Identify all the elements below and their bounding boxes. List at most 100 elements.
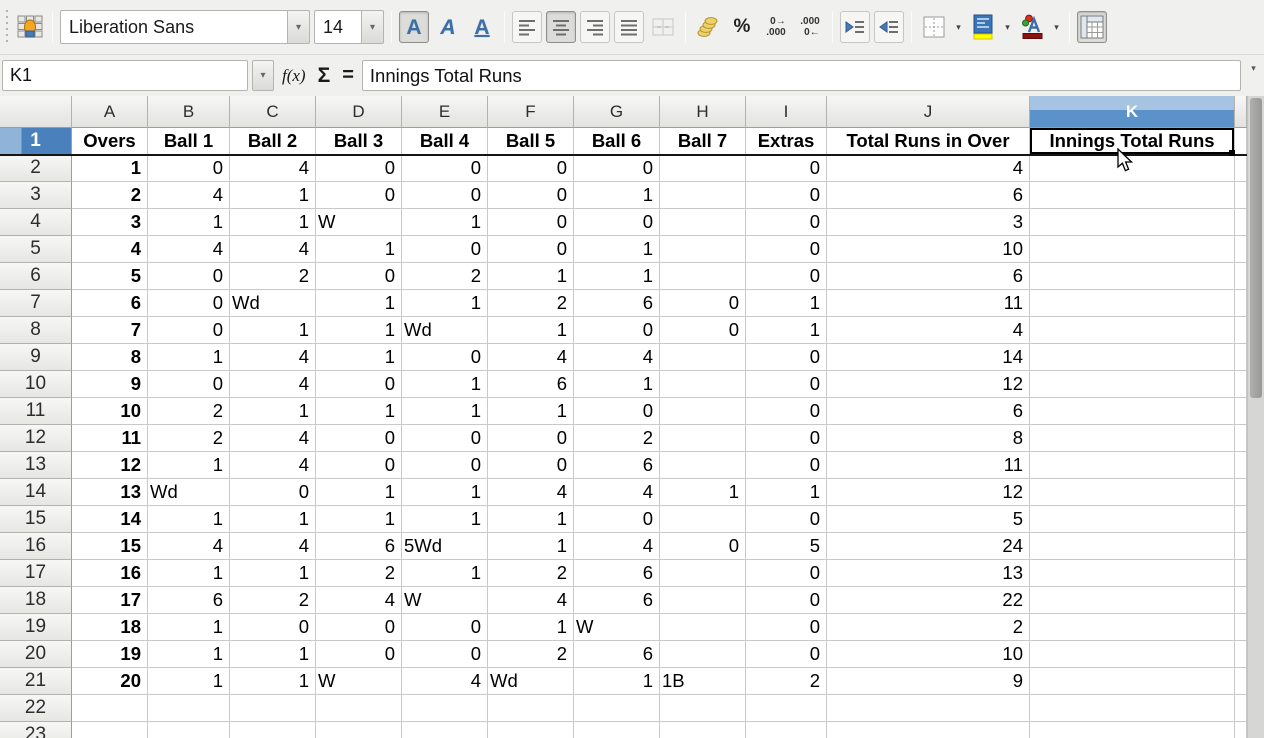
cell-J11[interactable]: 6 [827,398,1030,425]
cell-J6[interactable]: 6 [827,263,1030,290]
cell-H2[interactable] [660,155,746,182]
underline-icon[interactable]: A [474,15,490,39]
column-header-D[interactable]: D [316,96,402,128]
cell-F12[interactable]: 0 [488,425,574,452]
cell-H13[interactable] [660,452,746,479]
cell-F20[interactable]: 2 [488,641,574,668]
cell-I15[interactable]: 0 [746,506,827,533]
cell-A12[interactable]: 11 [72,425,148,452]
cell-D4[interactable]: W [316,209,402,236]
cell-J3[interactable]: 6 [827,182,1030,209]
cell-F23[interactable] [488,722,574,738]
cell-G3[interactable]: 1 [574,182,660,209]
cell-C17[interactable]: 1 [230,560,316,587]
cell-E6[interactable]: 2 [402,263,488,290]
cell-E18[interactable]: W [402,587,488,614]
delete-decimal-icon[interactable]: .000 0← [800,16,820,38]
cell-C19[interactable]: 0 [230,614,316,641]
cell-B13[interactable]: 1 [148,452,230,479]
cell-J17[interactable]: 13 [827,560,1030,587]
cell-H4[interactable] [660,209,746,236]
column-header-K[interactable]: K [1030,96,1235,128]
cell-A19[interactable]: 18 [72,614,148,641]
cell-F6[interactable]: 1 [488,263,574,290]
cell-K16[interactable] [1030,533,1235,560]
cell-A8[interactable]: 7 [72,317,148,344]
cell-K14[interactable] [1030,479,1235,506]
cell-J22[interactable] [827,695,1030,722]
decrease-indent-icon[interactable] [840,11,870,43]
column-header-G[interactable]: G [574,96,660,128]
cell-H6[interactable] [660,263,746,290]
selection-fill-handle[interactable] [1229,150,1235,156]
cell-F15[interactable]: 1 [488,506,574,533]
cell-B23[interactable] [148,722,230,738]
cell-A11[interactable]: 10 [72,398,148,425]
cell-B19[interactable]: 1 [148,614,230,641]
cell-B18[interactable]: 6 [148,587,230,614]
cell-G12[interactable]: 2 [574,425,660,452]
cell-I16[interactable]: 5 [746,533,827,560]
cell-E2[interactable]: 0 [402,155,488,182]
cell-F9[interactable]: 4 [488,344,574,371]
italic-icon[interactable]: A [440,15,456,39]
column-header-I[interactable]: I [746,96,827,128]
cell-I9[interactable]: 0 [746,344,827,371]
cell-C13[interactable]: 4 [230,452,316,479]
cell-I18[interactable]: 0 [746,587,827,614]
cell-J13[interactable]: 11 [827,452,1030,479]
cell-I13[interactable]: 0 [746,452,827,479]
cell-B20[interactable]: 1 [148,641,230,668]
bold-icon[interactable]: A [399,11,429,43]
function-wizard-icon[interactable]: f(x) [282,65,306,85]
cell-A15[interactable]: 14 [72,506,148,533]
cell-C21[interactable]: 1 [230,668,316,695]
cell-G17[interactable]: 6 [574,560,660,587]
cell-G21[interactable]: 1 [574,668,660,695]
cell-G4[interactable]: 0 [574,209,660,236]
row-header-13[interactable]: 13 [0,452,72,479]
cell-A2[interactable]: 1 [72,155,148,182]
cell-H17[interactable] [660,560,746,587]
cell-A21[interactable]: 20 [72,668,148,695]
cell-D23[interactable] [316,722,402,738]
row-header-10[interactable]: 10 [0,371,72,398]
cell-E5[interactable]: 0 [402,236,488,263]
cell-G15[interactable]: 0 [574,506,660,533]
cell-K3[interactable] [1030,182,1235,209]
cell-B10[interactable]: 0 [148,371,230,398]
borders-icon[interactable] [919,11,949,43]
cell-H3[interactable] [660,182,746,209]
cell-A14[interactable]: 13 [72,479,148,506]
cell-J23[interactable] [827,722,1030,738]
cell-C12[interactable]: 4 [230,425,316,452]
align-left-icon[interactable] [512,11,542,43]
sum-icon[interactable]: Σ [317,63,331,87]
cell-H15[interactable] [660,506,746,533]
cell-A9[interactable]: 8 [72,344,148,371]
font-size-combo[interactable]: 14 ▾ [314,10,384,44]
cell-E9[interactable]: 0 [402,344,488,371]
cell-F10[interactable]: 6 [488,371,574,398]
cell-A1[interactable]: Overs [72,128,148,155]
name-box-dropdown chevron-down-icon[interactable]: ▾ [252,60,274,91]
cell-D5[interactable]: 1 [316,236,402,263]
cell-J12[interactable]: 8 [827,425,1030,452]
cell-J18[interactable]: 22 [827,587,1030,614]
cell-K4[interactable] [1030,209,1235,236]
cell-F11[interactable]: 1 [488,398,574,425]
row-header-15[interactable]: 15 [0,506,72,533]
cell-E10[interactable]: 1 [402,371,488,398]
cell-A17[interactable]: 16 [72,560,148,587]
expand-formula-bar-icon[interactable]: ▾ [1251,63,1256,73]
cell-C16[interactable]: 4 [230,533,316,560]
cell-K13[interactable] [1030,452,1235,479]
currency-icon[interactable] [693,11,723,43]
cell-J5[interactable]: 10 [827,236,1030,263]
cell-E23[interactable] [402,722,488,738]
cell-A13[interactable]: 12 [72,452,148,479]
row-header-5[interactable]: 5 [0,236,72,263]
cell-B14[interactable]: Wd [148,479,230,506]
cell-styles-icon[interactable] [15,11,45,43]
cell-C14[interactable]: 0 [230,479,316,506]
